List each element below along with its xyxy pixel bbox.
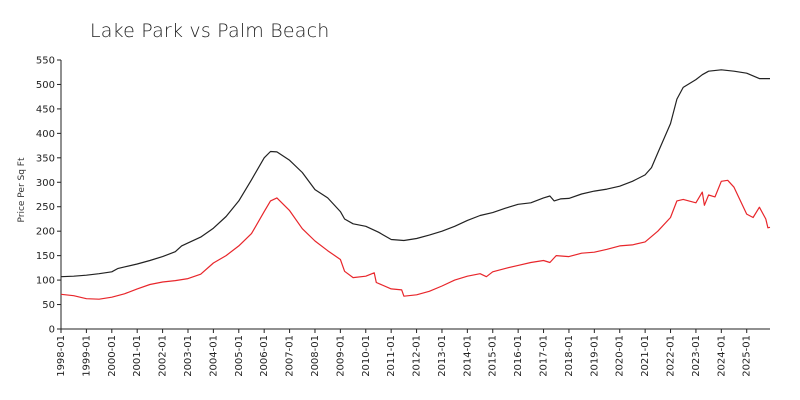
series-line-1 [60, 69, 770, 278]
x-tick-label: 2007-01 [285, 335, 296, 377]
y-tick-label: 0 [49, 325, 55, 336]
y-tick-label: 250 [36, 202, 55, 213]
x-tick-label: 2025-01 [742, 335, 753, 377]
series-line-2 [60, 179, 771, 300]
x-tick-label: 2021-01 [640, 335, 651, 377]
y-tick-label: 150 [36, 251, 55, 262]
y-tick-label: 350 [36, 153, 55, 164]
y-tick-label: 100 [36, 276, 55, 287]
x-tick-label: 2022-01 [666, 335, 677, 377]
axes: 0 50 100 150 200 250 300 350 400 450 500 550 1998-01… [36, 56, 770, 377]
y-tick-label: 400 [36, 129, 55, 140]
y-tick-label: 500 [36, 80, 55, 91]
x-tick-label: 2010-01 [361, 335, 372, 377]
x-tick-label: 2006-01 [259, 335, 270, 377]
x-tick-label: 2000-01 [107, 335, 118, 377]
x-tick-label: 2017-01 [539, 335, 550, 377]
x-tick-label: 2013-01 [437, 335, 448, 377]
x-tick-label: 2008-01 [310, 335, 321, 377]
y-tick-label: 450 [36, 104, 55, 115]
x-tick-label: 2005-01 [234, 335, 245, 377]
x-tick-label: 2016-01 [513, 335, 524, 377]
x-tick-label: 2009-01 [335, 335, 346, 377]
x-tick-label: 1998-01 [56, 335, 67, 377]
x-tick-label: 2018-01 [564, 335, 575, 377]
x-tick-label: 2019-01 [589, 335, 600, 377]
y-tick-label: 300 [36, 178, 55, 189]
x-tick-label: 2023-01 [691, 335, 702, 377]
x-tick-label: 2002-01 [158, 335, 169, 377]
x-tick-label: 2020-01 [615, 335, 626, 377]
x-tick-label: 2015-01 [488, 335, 499, 377]
y-tick-label: 200 [36, 227, 55, 238]
x-tick-label: 2011-01 [386, 335, 397, 377]
x-tick-label: 2003-01 [183, 335, 194, 377]
x-tick-label: 2004-01 [208, 335, 219, 377]
x-tick-label: 2024-01 [716, 335, 727, 377]
x-tick-label: 2001-01 [132, 335, 143, 377]
y-tick-label: 550 [36, 56, 55, 67]
series-lines [60, 69, 771, 300]
x-tick-label: 2012-01 [412, 335, 423, 377]
chart-title: Lake Park vs Palm Beach [90, 20, 330, 42]
x-tick-label: 1999-01 [81, 335, 92, 377]
x-tick-label: 2014-01 [462, 335, 473, 377]
y-tick-label: 50 [42, 300, 55, 311]
